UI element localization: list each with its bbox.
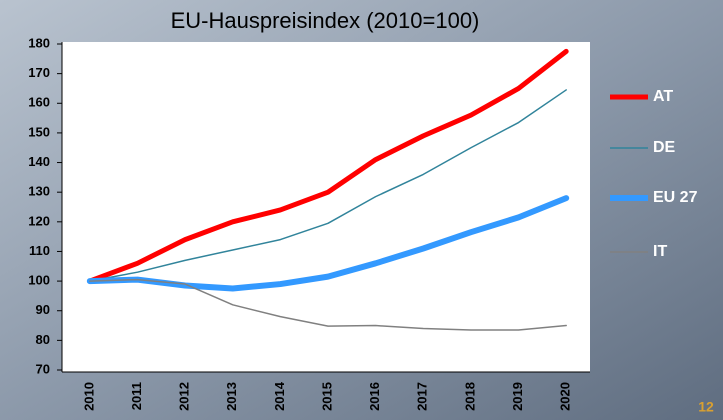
y-tick-label: 140 [28, 154, 50, 169]
x-tick-label: 2016 [367, 382, 382, 411]
x-tick-label: 2015 [319, 382, 334, 411]
legend-label: IT [653, 243, 667, 260]
x-tick-label: 2018 [462, 382, 477, 411]
y-tick-label: 100 [28, 273, 50, 288]
line-series [87, 48, 569, 284]
y-tick-label: 120 [28, 213, 50, 228]
line-series [89, 89, 567, 282]
x-tick-label: 2014 [272, 381, 287, 411]
x-tick-label: 2017 [415, 382, 430, 411]
x-tick-label: 2019 [510, 382, 525, 411]
y-tick-label: 80 [36, 332, 50, 347]
legend-label: AT [653, 88, 673, 105]
y-tick-label: 130 [28, 184, 50, 199]
x-tick-label: 2020 [558, 382, 573, 411]
x-tick-label: 2012 [177, 382, 192, 411]
y-tick-label: 70 [36, 361, 50, 376]
x-tick-label: 2013 [224, 382, 239, 411]
y-tick-label: 90 [36, 302, 50, 317]
y-tick-label: 180 [28, 35, 50, 50]
x-tick-label: 2010 [81, 382, 96, 411]
y-tick-label: 110 [29, 243, 50, 258]
legend-label: DE [653, 139, 676, 156]
chart-title: EU-Hauspreisindex (2010=100) [171, 8, 480, 33]
y-tick-label: 170 [28, 65, 50, 80]
x-tick-label: 2011 [129, 382, 144, 410]
line-series [89, 278, 567, 331]
legend-label: EU 27 [653, 189, 698, 206]
y-tick-label: 150 [28, 124, 50, 139]
line-series [86, 195, 570, 292]
y-tick-label: 160 [28, 95, 50, 110]
page-number: 12 [698, 399, 714, 415]
